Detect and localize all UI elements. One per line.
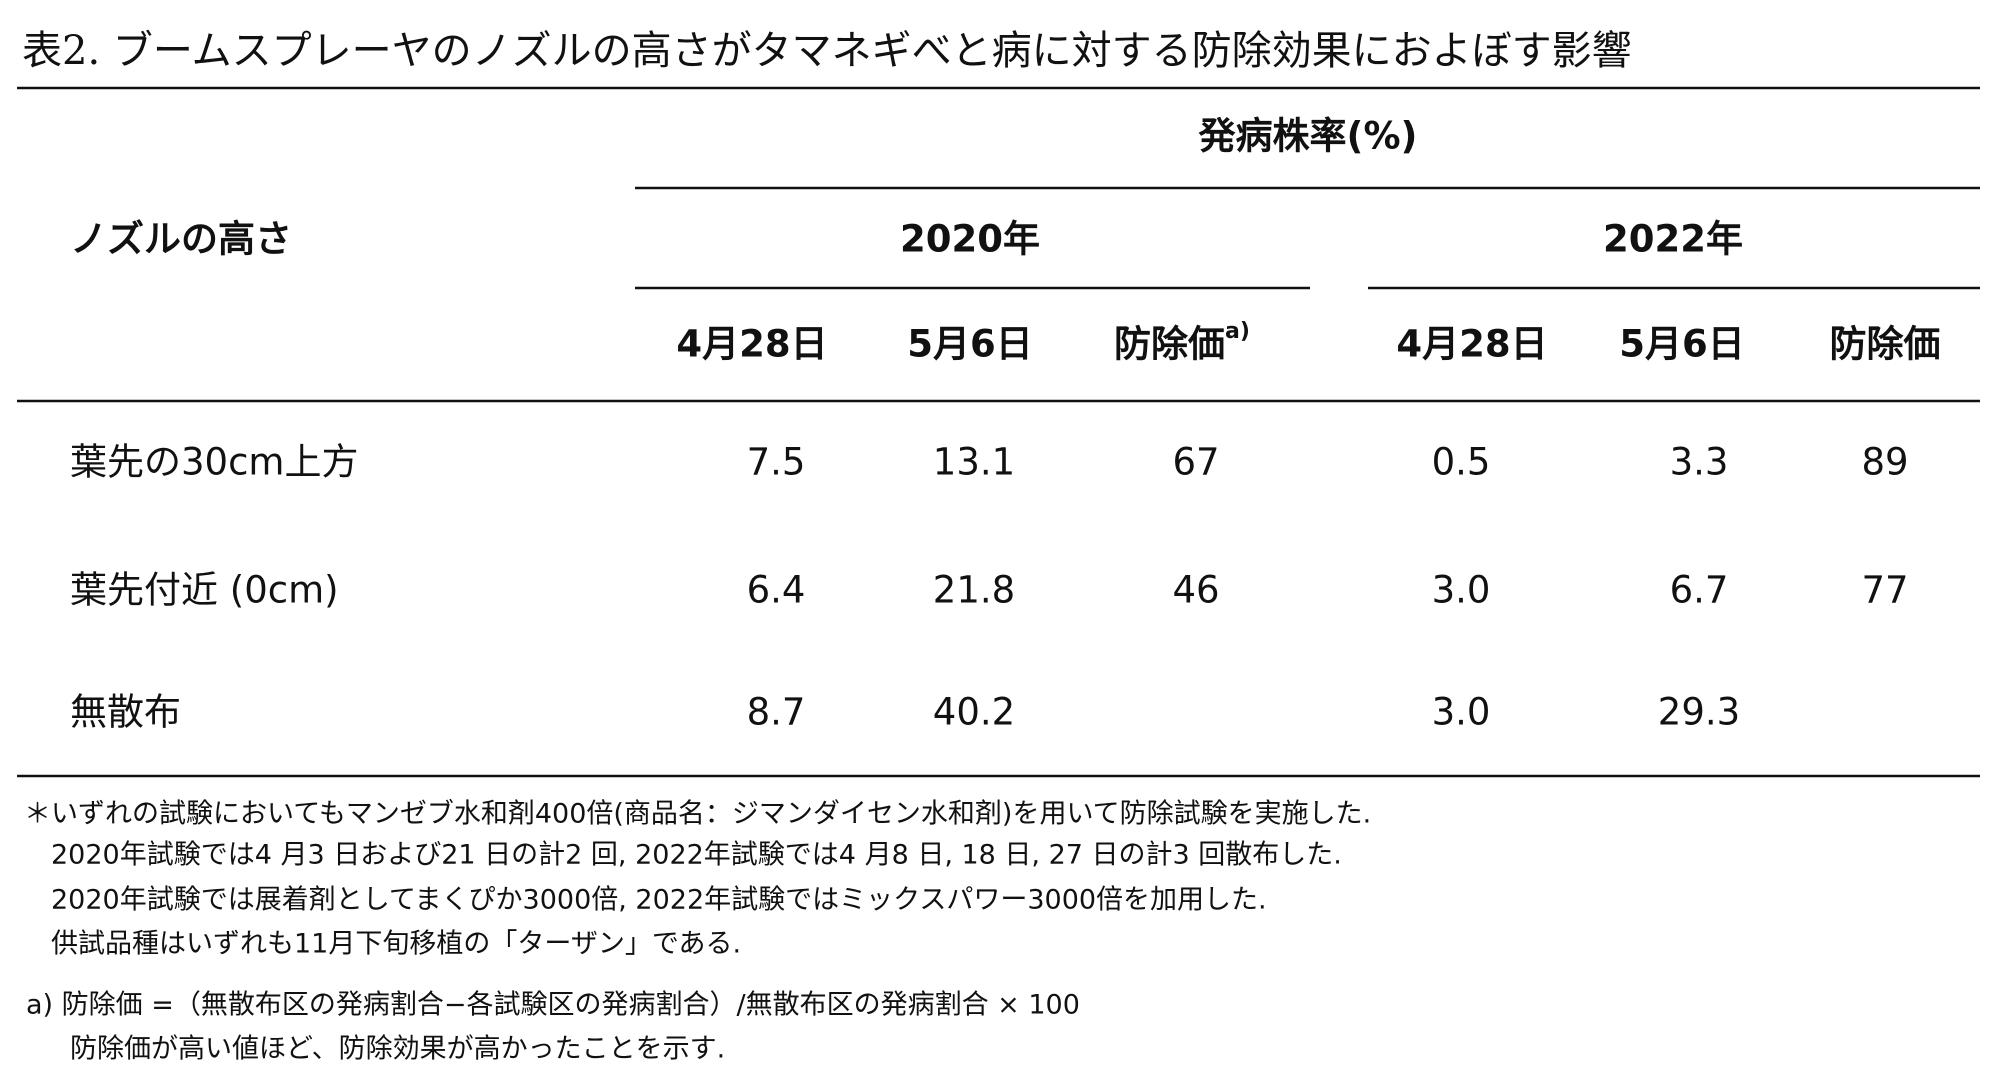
column-header: 防除価a)	[1114, 319, 1250, 366]
cell: 21.8	[933, 569, 1015, 612]
cell: 3.0	[1432, 691, 1491, 734]
group-label: 発病株率(%)	[1198, 115, 1418, 158]
cell: 3.0	[1432, 569, 1491, 612]
row-label: 葉先の30cm上方	[70, 441, 358, 484]
cell: 89	[1861, 441, 1908, 484]
cell: 46	[1172, 569, 1219, 612]
cell: 6.7	[1670, 569, 1729, 612]
column-header: 4月28日	[676, 323, 827, 366]
footnote: a) 防除価 =（無散布区の発病割合−各試験区の発病割合）/無散布区の発病割合 …	[26, 990, 1080, 1021]
cell: 8.7	[747, 691, 806, 734]
note: 2020年試験では4 月3 日および21 日の計2 回, 2022年試験では4 …	[51, 840, 1342, 871]
column-header: 4月28日	[1396, 323, 1547, 366]
year-header: 2020年	[900, 218, 1040, 261]
row-label: 葉先付近 (0cm)	[70, 569, 339, 612]
cell: 77	[1861, 569, 1908, 612]
year-header: 2022年	[1603, 218, 1743, 261]
note: 供試品種はいずれも11月下旬移植の「ターザン」である.	[51, 929, 741, 960]
row-header: ノズルの高さ	[70, 218, 292, 261]
cell: 6.4	[747, 569, 806, 612]
column-header: 5月6日	[907, 323, 1033, 366]
cell: 29.3	[1658, 691, 1740, 734]
note: 2020年試験では展着剤としてまくぴか3000倍, 2022年試験ではミックスパ…	[51, 885, 1267, 916]
cell: 40.2	[933, 691, 1015, 734]
column-header: 5月6日	[1619, 323, 1745, 366]
cell: 67	[1172, 441, 1219, 484]
row-label: 無散布	[70, 691, 181, 734]
cell: 0.5	[1432, 441, 1491, 484]
footnote-marker: a)	[1225, 319, 1250, 344]
title: 表2. ブームスプレーヤのノズルの高さがタマネギべと病に対する防除効果におよぼす…	[22, 28, 1632, 74]
cell: 13.1	[933, 441, 1015, 484]
column-header: 防除価	[1830, 323, 1941, 366]
cell: 3.3	[1670, 441, 1729, 484]
cell: 7.5	[747, 441, 806, 484]
note: ＊いずれの試験においてもマンゼブ水和剤400倍(商品名：ジマンダイセン水和剤)を…	[24, 799, 1371, 830]
footnote: 防除価が高い値ほど、防除効果が高かったことを示す.	[70, 1034, 725, 1065]
